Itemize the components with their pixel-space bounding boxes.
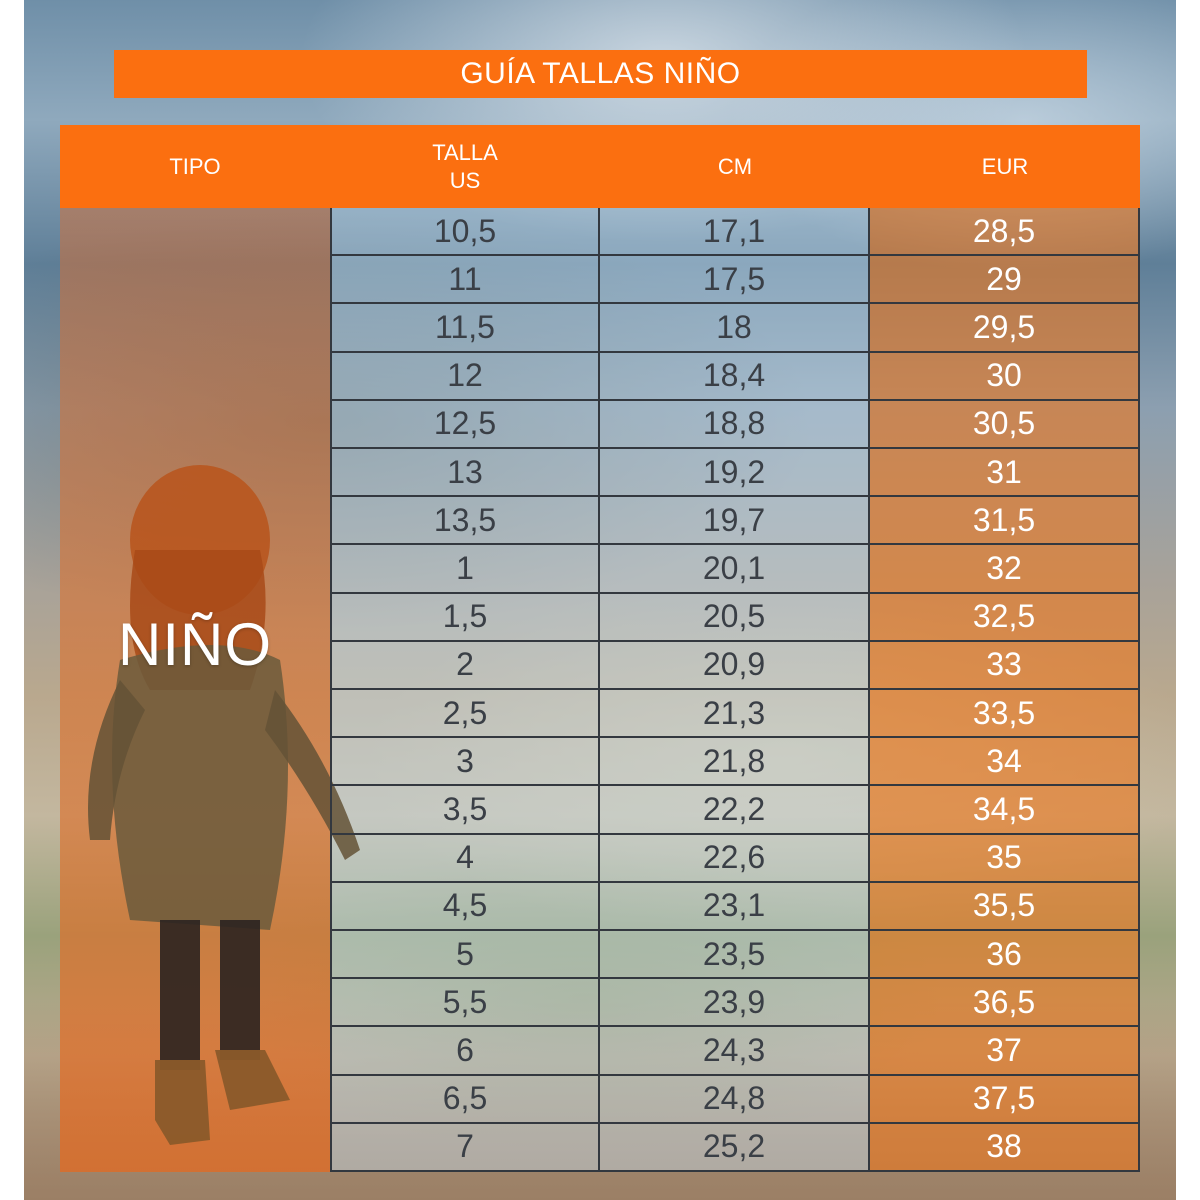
table-row: 6 24,3 37 xyxy=(330,1027,1140,1076)
eur-cell: 33 xyxy=(870,641,1140,690)
talla-us-cell: 2 xyxy=(330,641,600,690)
eur-cell: 32 xyxy=(870,545,1140,594)
table-row: 4 22,6 35 xyxy=(330,834,1140,883)
talla-us-cell: 4 xyxy=(330,834,600,883)
page-title: GUÍA TALLAS NIÑO xyxy=(460,57,741,90)
eur-cell: 34,5 xyxy=(870,786,1140,835)
header-cm: CM xyxy=(717,153,753,179)
eur-cell: 28,5 xyxy=(870,208,1140,257)
eur-cell: 37,5 xyxy=(870,1075,1140,1124)
talla-us-cell: 5 xyxy=(330,931,600,980)
table-row: 10,5 17,1 28,5 xyxy=(330,208,1140,257)
eur-cell: 35,5 xyxy=(870,882,1140,931)
tipo-label: NIÑO xyxy=(118,611,272,678)
table-row: 4,5 23,1 35,5 xyxy=(330,882,1140,931)
header-talla-us: TALLA US xyxy=(330,125,600,208)
cm-cell: 22,2 xyxy=(600,786,870,835)
table-row: 3,5 22,2 34,5 xyxy=(330,786,1140,835)
cm-cell: 18,8 xyxy=(600,400,870,449)
table-row: 1 20,1 32 xyxy=(330,545,1140,594)
eur-cell: 30,5 xyxy=(870,400,1140,449)
table-header: TIPO TALLA US CM EUR xyxy=(60,125,1140,208)
cm-cell: 21,8 xyxy=(600,738,870,787)
talla-us-cell: 2,5 xyxy=(330,690,600,739)
talla-us-cell: 5,5 xyxy=(330,979,600,1028)
cm-cell: 23,1 xyxy=(600,882,870,931)
cm-column xyxy=(600,208,870,1172)
talla-us-cell: 7 xyxy=(330,1123,600,1172)
table-row: 5 23,5 36 xyxy=(330,931,1140,980)
talla-us-cell: 12,5 xyxy=(330,400,600,449)
eur-cell: 36,5 xyxy=(870,979,1140,1028)
eur-cell: 36 xyxy=(870,931,1140,980)
talla-us-cell: 1,5 xyxy=(330,593,600,642)
cm-cell: 19,2 xyxy=(600,449,870,498)
table-row: 3 21,8 34 xyxy=(330,738,1140,787)
eur-cell: 29,5 xyxy=(870,304,1140,353)
eur-cell: 29 xyxy=(870,256,1140,305)
table-row: 13 19,2 31 xyxy=(330,449,1140,498)
talla-column xyxy=(330,208,600,1172)
cm-cell: 23,5 xyxy=(600,931,870,980)
eur-cell: 33,5 xyxy=(870,690,1140,739)
eur-cell: 31,5 xyxy=(870,497,1140,546)
talla-us-cell: 11,5 xyxy=(330,304,600,353)
talla-us-cell: 4,5 xyxy=(330,882,600,931)
cm-cell: 22,6 xyxy=(600,834,870,883)
table-row: 2,5 21,3 33,5 xyxy=(330,690,1140,739)
eur-cell: 32,5 xyxy=(870,593,1140,642)
eur-cell: 38 xyxy=(870,1123,1140,1172)
size-table-body: 10,5 17,1 28,5 11 17,5 29 11,5 18 29,5 12 18,4 30 12… xyxy=(330,208,1140,1172)
talla-us-cell: 12 xyxy=(330,352,600,401)
table-row: 11 17,5 29 xyxy=(330,256,1140,305)
cm-cell: 20,5 xyxy=(600,593,870,642)
talla-us-cell: 11 xyxy=(330,256,600,305)
eur-cell: 37 xyxy=(870,1027,1140,1076)
talla-us-cell: 10,5 xyxy=(330,208,600,257)
eur-cell: 31 xyxy=(870,449,1140,498)
table-row: 11,5 18 29,5 xyxy=(330,304,1140,353)
talla-us-cell: 6 xyxy=(330,1027,600,1076)
cm-cell: 20,1 xyxy=(600,545,870,594)
table-row: 12,5 18,8 30,5 xyxy=(330,400,1140,449)
table-row: 7 25,2 38 xyxy=(330,1123,1140,1172)
cm-cell: 18,4 xyxy=(600,352,870,401)
eur-cell: 30 xyxy=(870,352,1140,401)
eur-cell: 34 xyxy=(870,738,1140,787)
table-row: 1,5 20,5 32,5 xyxy=(330,593,1140,642)
eur-column xyxy=(870,208,1140,1172)
header-tipo: TIPO xyxy=(169,153,221,179)
child-walking-illustration xyxy=(88,465,360,1145)
cm-cell: 20,9 xyxy=(600,641,870,690)
talla-us-cell: 13,5 xyxy=(330,497,600,546)
title-bar: GUÍA TALLAS NIÑO xyxy=(114,50,1087,98)
eur-cell: 35 xyxy=(870,834,1140,883)
talla-us-cell: 1 xyxy=(330,545,600,594)
cm-cell: 23,9 xyxy=(600,979,870,1028)
cm-cell: 24,3 xyxy=(600,1027,870,1076)
talla-us-cell: 6,5 xyxy=(330,1075,600,1124)
talla-us-cell: 3 xyxy=(330,738,600,787)
table-row: 12 18,4 30 xyxy=(330,352,1140,401)
cm-cell: 18 xyxy=(600,304,870,353)
table-row: 13,5 19,7 31,5 xyxy=(330,497,1140,546)
table-row: 5,5 23,9 36,5 xyxy=(330,979,1140,1028)
cm-cell: 17,1 xyxy=(600,208,870,257)
talla-us-cell: 3,5 xyxy=(330,786,600,835)
cm-cell: 25,2 xyxy=(600,1123,870,1172)
header-eur: EUR xyxy=(981,153,1029,179)
table-row: 6,5 24,8 37,5 xyxy=(330,1075,1140,1124)
cm-cell: 24,8 xyxy=(600,1075,870,1124)
cm-cell: 17,5 xyxy=(600,256,870,305)
header-talla-line2: US xyxy=(449,167,481,193)
cm-cell: 19,7 xyxy=(600,497,870,546)
header-talla-line1: TALLA xyxy=(432,139,498,165)
cm-cell: 21,3 xyxy=(600,690,870,739)
talla-us-cell: 13 xyxy=(330,449,600,498)
table-row: 2 20,9 33 xyxy=(330,641,1140,690)
